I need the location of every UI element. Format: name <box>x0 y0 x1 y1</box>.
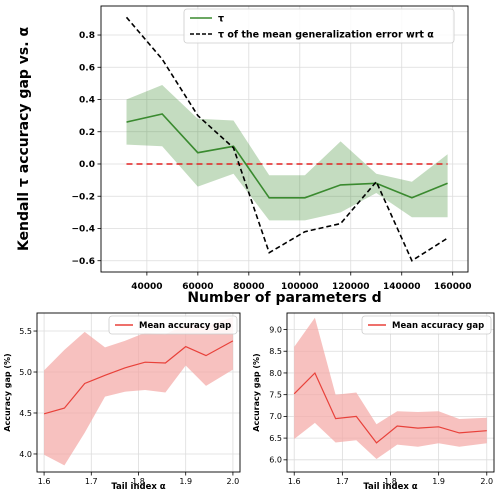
y-tick-label: 5.5 <box>19 327 32 336</box>
x-tick-label: 160000 <box>434 282 472 292</box>
legend: τ τ of the mean generalization error wrt … <box>183 8 455 44</box>
y-axis-label: Accuracy gap (%) <box>252 353 261 431</box>
y-tick-label: 0.2 <box>79 128 95 138</box>
y-tick-label: 7.5 <box>269 390 282 399</box>
x-tick-label: 60000 <box>182 282 213 292</box>
y-tick-label: 8.5 <box>269 347 282 356</box>
confidence-band <box>44 317 233 466</box>
x-tick-label: 1.7 <box>85 477 98 486</box>
chart-3: 1.6 1.7 1.8 1.9 2.0 6.0 6.5 7.0 7.5 8.0 8.5 9.0 Tail… <box>252 312 495 492</box>
x-tick-label: 140000 <box>383 282 421 292</box>
series-line-2 <box>125 16 449 262</box>
y-tick-label: −0.2 <box>72 192 95 202</box>
y-tick-label: 4.0 <box>19 450 32 459</box>
x-tick-label: 1.8 <box>384 477 397 486</box>
legend-label: τ <box>218 13 224 24</box>
x-axis-label: Tail index α <box>363 482 417 492</box>
y-axis-label: Kendall τ accuracy gap vs. α <box>16 27 32 251</box>
y-tick-label: 0.0 <box>79 160 95 170</box>
x-tick-label: 1.9 <box>179 477 192 486</box>
y-tick-label: 8.0 <box>269 369 282 378</box>
y-tick-label: 4.5 <box>19 409 32 418</box>
x-tick-label: 100000 <box>281 282 319 292</box>
confidence-band <box>126 85 448 221</box>
x-tick-label: 1.8 <box>132 477 145 486</box>
x-tick-label: 1.6 <box>288 477 301 486</box>
legend: Mean accuracy gap <box>361 315 492 335</box>
y-axis-label: Accuracy gap (%) <box>3 353 12 431</box>
legend-label: Mean accuracy gap <box>139 321 231 331</box>
y-tick-label: 9.0 <box>269 325 282 334</box>
x-tick-label: 1.9 <box>432 477 445 486</box>
y-tick-label: −0.4 <box>72 225 95 235</box>
y-tick-label: −0.6 <box>72 257 95 267</box>
series-line-1 <box>126 113 448 199</box>
y-tick-label: 5.0 <box>19 368 32 377</box>
chart-1: 40000 60000 80000 100000 120000 140000 160000 −… <box>16 5 472 306</box>
legend-label: τ of the mean generalization error wrt α <box>218 29 434 40</box>
y-tick-label: 7.0 <box>269 412 282 421</box>
x-tick-label: 2.0 <box>480 477 493 486</box>
x-tick-label: 40000 <box>131 282 162 292</box>
y-tick-label: 0.6 <box>79 63 95 73</box>
y-tick-label: 0.8 <box>79 31 95 41</box>
x-axis-label: Tail index α <box>111 482 165 492</box>
legend-box <box>183 8 455 44</box>
y-tick-label: 6.0 <box>269 456 282 465</box>
series-line-1 <box>43 340 234 415</box>
x-tick-label: 2.0 <box>227 477 240 486</box>
y-tick-label: 6.5 <box>269 434 282 443</box>
confidence-band <box>294 317 487 459</box>
x-tick-label: 80000 <box>233 282 264 292</box>
legend: Mean accuracy gap <box>108 315 238 335</box>
legend-box <box>108 315 238 335</box>
x-axis-label: Number of parameters d <box>187 290 381 306</box>
legend-label: Mean accuracy gap <box>392 321 484 331</box>
x-tick-label: 120000 <box>332 282 370 292</box>
series-line-1 <box>293 371 487 444</box>
x-tick-label: 1.6 <box>38 477 51 486</box>
chart-2: 1.6 1.7 1.8 1.9 2.0 4.0 4.5 5.0 5.5 Tail index α A… <box>3 312 241 492</box>
x-tick-label: 1.7 <box>336 477 349 486</box>
legend-box <box>361 315 492 335</box>
plot-frame <box>100 5 469 273</box>
y-tick-label: 0.4 <box>79 96 95 106</box>
